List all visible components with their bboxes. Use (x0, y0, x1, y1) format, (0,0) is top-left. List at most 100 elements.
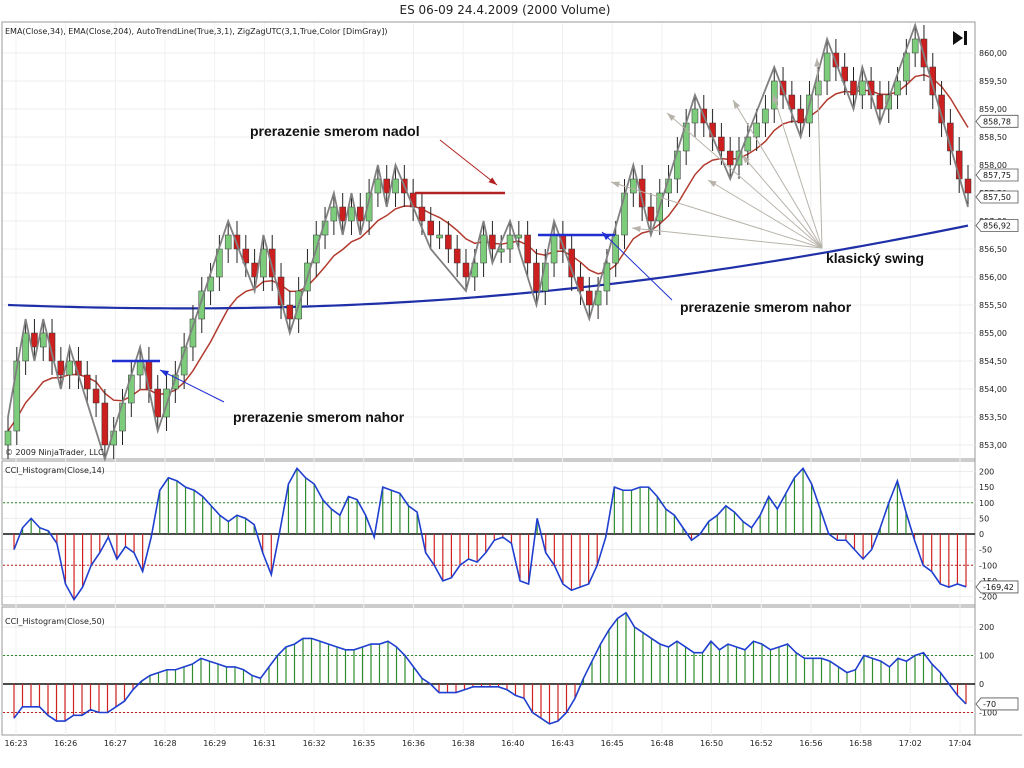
bear-candle (462, 262, 470, 278)
price-tag-label: 857,75 (983, 171, 1011, 180)
price-y-tick: 858,00 (979, 161, 1007, 170)
time-x-tick: 16:23 (4, 739, 27, 748)
price-y-tick: 860,00 (979, 49, 1007, 58)
swing-arrow-head (667, 113, 676, 121)
bull-candle (66, 360, 73, 376)
price-tag-box (975, 219, 1019, 232)
price-y-tick: 853,00 (979, 441, 1007, 450)
bear-candle (383, 178, 390, 194)
bear-candle (533, 262, 540, 292)
annotation-layer: prerazenie smerom nadol prerazenie smero… (233, 123, 924, 425)
bull-candle (885, 94, 892, 110)
bull-candle (4, 430, 12, 446)
cci-y-tick: -50 (979, 546, 992, 555)
cci-line (13, 611, 967, 725)
cci-y-tick: 200 (979, 623, 994, 632)
bull-candle (621, 192, 628, 236)
cci50-label: CCI_Histogram(Close,50) (5, 617, 105, 626)
break-up-right-arrow-line (601, 231, 673, 301)
cci-line (13, 467, 967, 602)
axis-layer: 853,00 853,50 854,00 854,50 855,00 855,50 856,… (4, 49, 1019, 748)
bear-candle (57, 360, 65, 376)
price-y-tick: 855,00 (979, 329, 1007, 338)
bull-candle (365, 192, 373, 222)
bull-candle (753, 122, 760, 138)
swing-arrow-line (741, 154, 823, 249)
time-x-tick: 16:27 (104, 739, 127, 748)
time-x-tick: 16:48 (650, 739, 673, 748)
time-x-tick: 16:29 (203, 739, 226, 748)
bull-candle (612, 234, 619, 264)
annotation-classic-swing: klasický swing (826, 250, 924, 266)
bear-candle (841, 66, 848, 82)
time-x-tick: 16:32 (303, 739, 326, 748)
bear-candle (48, 332, 56, 362)
swing-arrow-head (611, 181, 620, 188)
swing-arrow-line (732, 99, 823, 249)
swing-arrow-line (772, 93, 823, 249)
bull-candle (770, 80, 778, 110)
chart-title: ES 06-09 24.4.2009 (2000 Volume) (400, 3, 611, 17)
cci-tag-box (975, 697, 1019, 711)
time-x-tick: 16:31 (253, 739, 276, 748)
bull-candle (762, 108, 769, 124)
swing-arrow-line (610, 181, 823, 249)
cci-y-tick: 200 (979, 468, 994, 477)
cci-tag-label: -169,42 (983, 583, 1014, 592)
cci-y-tick: 0 (979, 680, 984, 689)
bear-candle (286, 304, 294, 320)
cci14-layer (3, 467, 975, 602)
price-y-tick: 855,50 (979, 301, 1007, 310)
price-tag-box (975, 190, 1019, 204)
end-bar-icon (964, 31, 967, 45)
play-end-icon (953, 31, 963, 45)
annotation-break-up-left: prerazenie smerom nahor (233, 409, 405, 425)
price-tag-box (975, 168, 1019, 182)
cci-tag-box (975, 580, 1019, 594)
cci-y-tick: -100 (979, 709, 997, 718)
bull-candle (497, 248, 505, 253)
break-down-arrow-line (439, 139, 498, 186)
bull-candle (894, 80, 901, 96)
cci-y-tick: -100 (979, 561, 997, 570)
bull-candle (224, 234, 232, 250)
bull-candle (603, 262, 611, 292)
bull-candle (903, 52, 910, 82)
bear-candle (154, 388, 161, 418)
price-tag-label: 857,50 (983, 193, 1011, 202)
bull-candle (39, 332, 47, 348)
bull-candle (506, 234, 514, 250)
cci-tag-label: -70 (983, 700, 996, 709)
price-tag-box (975, 114, 1019, 128)
swing-arrow-head (733, 100, 741, 109)
time-x-tick: 17:04 (948, 739, 971, 748)
price-y-tick: 856,00 (979, 273, 1007, 282)
time-x-tick: 16:56 (799, 739, 822, 748)
bear-candle (964, 178, 972, 194)
annotation-break-up-right: prerazenie smerom nahor (680, 299, 852, 315)
time-x-tick: 16:52 (750, 739, 773, 748)
time-x-tick: 16:38 (452, 739, 475, 748)
bear-candle (427, 220, 435, 236)
bear-candle (586, 290, 593, 306)
time-x-tick: 16:28 (154, 739, 177, 748)
bull-candle (823, 52, 831, 82)
break-up-left-arrow-line (159, 369, 225, 403)
bull-candle (859, 80, 866, 96)
swing-arrow-head (772, 94, 779, 103)
price-y-tick: 859,50 (979, 77, 1007, 86)
annotation-break-down: prerazenie smerom nadol (250, 123, 420, 139)
time-x-tick: 16:50 (700, 739, 723, 748)
cci-y-tick: 150 (979, 483, 994, 492)
bull-candle (22, 332, 29, 362)
price-layer (4, 22, 972, 462)
bull-candle (374, 178, 382, 194)
bear-candle (101, 402, 109, 446)
price-tag-label: 856,92 (983, 221, 1011, 230)
go-to-end-button[interactable] (948, 28, 972, 48)
swing-arrow-line (666, 112, 823, 249)
time-x-tick: 16:40 (501, 739, 524, 748)
break-down-arrow-head (488, 177, 497, 185)
price-tag-label: 858,78 (983, 117, 1011, 126)
